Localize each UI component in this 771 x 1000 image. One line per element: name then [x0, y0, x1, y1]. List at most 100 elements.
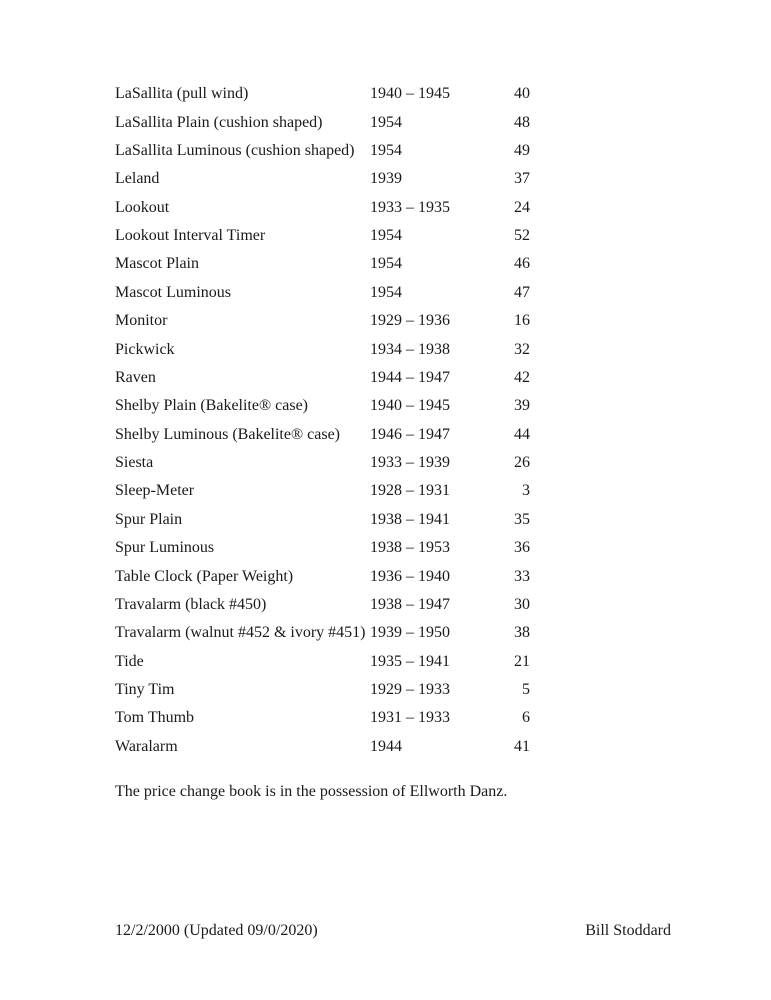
model-number: 38 — [490, 619, 530, 647]
model-name: Shelby Luminous (Bakelite® case) — [115, 421, 370, 449]
table-row: LaSallita Luminous (cushion shaped)19544… — [115, 137, 530, 165]
model-years: 1954 — [370, 108, 490, 136]
model-name: Lookout — [115, 194, 370, 222]
model-number: 44 — [490, 421, 530, 449]
table-row: Pickwick1934 – 193832 — [115, 335, 530, 363]
model-name: Shelby Plain (Bakelite® case) — [115, 392, 370, 420]
page-footer: 12/2/2000 (Updated 09/0/2020) Bill Stodd… — [115, 922, 671, 940]
model-name: Travalarm (walnut #452 & ivory #451) — [115, 619, 370, 647]
model-name: Spur Luminous — [115, 534, 370, 562]
model-number: 30 — [490, 591, 530, 619]
model-years: 1954 — [370, 250, 490, 278]
model-number: 47 — [490, 279, 530, 307]
table-row: Travalarm (walnut #452 & ivory #451)1939… — [115, 619, 530, 647]
model-name: Spur Plain — [115, 506, 370, 534]
model-years: 1933 – 1935 — [370, 194, 490, 222]
model-name: Travalarm (black #450) — [115, 591, 370, 619]
table-row: Mascot Luminous195447 — [115, 279, 530, 307]
model-number: 39 — [490, 392, 530, 420]
model-number: 46 — [490, 250, 530, 278]
model-number: 26 — [490, 449, 530, 477]
model-number: 24 — [490, 194, 530, 222]
model-name: Leland — [115, 165, 370, 193]
model-name: Pickwick — [115, 335, 370, 363]
model-name: Mascot Plain — [115, 250, 370, 278]
possession-note: The price change book is in the possessi… — [115, 783, 671, 801]
table-row: LaSallita Plain (cushion shaped)195448 — [115, 108, 530, 136]
model-name: Tom Thumb — [115, 704, 370, 732]
table-row: Lookout1933 – 193524 — [115, 194, 530, 222]
table-body: LaSallita (pull wind)1940 – 194540LaSall… — [115, 80, 530, 761]
table-row: Siesta1933 – 193926 — [115, 449, 530, 477]
model-years: 1928 – 1931 — [370, 477, 490, 505]
table-row: Shelby Plain (Bakelite® case)1940 – 1945… — [115, 392, 530, 420]
model-number: 36 — [490, 534, 530, 562]
table-row: Travalarm (black #450)1938 – 194730 — [115, 591, 530, 619]
model-number: 49 — [490, 137, 530, 165]
model-years: 1954 — [370, 137, 490, 165]
model-name: Mascot Luminous — [115, 279, 370, 307]
model-name: Waralarm — [115, 733, 370, 761]
table-row: Tom Thumb1931 – 19336 — [115, 704, 530, 732]
model-number: 21 — [490, 648, 530, 676]
model-number: 3 — [490, 477, 530, 505]
table-row: Mascot Plain195446 — [115, 250, 530, 278]
table-row: Monitor1929 – 193616 — [115, 307, 530, 335]
model-number: 32 — [490, 335, 530, 363]
model-name: Lookout Interval Timer — [115, 222, 370, 250]
model-name: Tiny Tim — [115, 676, 370, 704]
model-name: Monitor — [115, 307, 370, 335]
model-years: 1929 – 1933 — [370, 676, 490, 704]
model-years: 1933 – 1939 — [370, 449, 490, 477]
model-years: 1938 – 1953 — [370, 534, 490, 562]
clock-models-table: LaSallita (pull wind)1940 – 194540LaSall… — [115, 80, 530, 761]
model-number: 33 — [490, 562, 530, 590]
table-row: Spur Plain1938 – 194135 — [115, 506, 530, 534]
model-years: 1940 – 1945 — [370, 392, 490, 420]
model-years: 1935 – 1941 — [370, 648, 490, 676]
model-years: 1940 – 1945 — [370, 80, 490, 108]
model-years: 1936 – 1940 — [370, 562, 490, 590]
model-name: Sleep-Meter — [115, 477, 370, 505]
document-page: LaSallita (pull wind)1940 – 194540LaSall… — [0, 0, 771, 1000]
model-name: Raven — [115, 364, 370, 392]
table-row: Leland193937 — [115, 165, 530, 193]
model-years: 1938 – 1947 — [370, 591, 490, 619]
table-row: Raven1944 – 194742 — [115, 364, 530, 392]
table-row: Waralarm194441 — [115, 733, 530, 761]
model-years: 1944 — [370, 733, 490, 761]
model-years: 1954 — [370, 222, 490, 250]
footer-date: 12/2/2000 (Updated 09/0/2020) — [115, 922, 318, 940]
model-number: 52 — [490, 222, 530, 250]
table-row: Shelby Luminous (Bakelite® case)1946 – 1… — [115, 421, 530, 449]
model-number: 6 — [490, 704, 530, 732]
footer-author: Bill Stoddard — [585, 922, 671, 940]
model-number: 16 — [490, 307, 530, 335]
table-row: LaSallita (pull wind)1940 – 194540 — [115, 80, 530, 108]
model-years: 1939 – 1950 — [370, 619, 490, 647]
model-number: 37 — [490, 165, 530, 193]
model-name: LaSallita Plain (cushion shaped) — [115, 108, 370, 136]
model-number: 35 — [490, 506, 530, 534]
model-years: 1934 – 1938 — [370, 335, 490, 363]
model-years: 1931 – 1933 — [370, 704, 490, 732]
model-years: 1946 – 1947 — [370, 421, 490, 449]
table-row: Tide1935 – 194121 — [115, 648, 530, 676]
model-years: 1944 – 1947 — [370, 364, 490, 392]
model-name: LaSallita (pull wind) — [115, 80, 370, 108]
table-row: Tiny Tim1929 – 19335 — [115, 676, 530, 704]
model-number: 5 — [490, 676, 530, 704]
model-number: 42 — [490, 364, 530, 392]
table-row: Lookout Interval Timer195452 — [115, 222, 530, 250]
model-name: Siesta — [115, 449, 370, 477]
model-years: 1938 – 1941 — [370, 506, 490, 534]
model-years: 1929 – 1936 — [370, 307, 490, 335]
model-years: 1939 — [370, 165, 490, 193]
model-number: 48 — [490, 108, 530, 136]
model-number: 40 — [490, 80, 530, 108]
model-name: Tide — [115, 648, 370, 676]
model-number: 41 — [490, 733, 530, 761]
model-name: LaSallita Luminous (cushion shaped) — [115, 137, 370, 165]
model-name: Table Clock (Paper Weight) — [115, 562, 370, 590]
table-row: Table Clock (Paper Weight)1936 – 194033 — [115, 562, 530, 590]
